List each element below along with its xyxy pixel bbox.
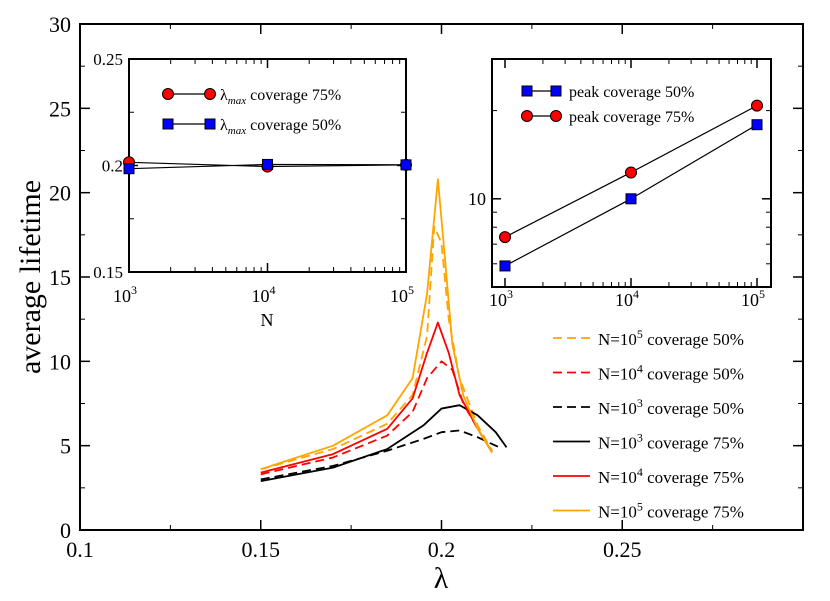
main-legend: N=105 coverage 50%N=104 coverage 50%N=10… — [553, 327, 744, 522]
main-legend-label-rest: coverage 75% — [643, 503, 744, 522]
inset-left-legend-sub: max — [228, 125, 246, 137]
main-legend-label-exp: 4 — [637, 465, 643, 479]
main-x-tick-label: 0.25 — [603, 537, 642, 562]
inset-right-x-tick-label: 103 — [489, 287, 513, 310]
inset-left-y-tick-label: 0.2 — [102, 157, 123, 176]
inset-left-y-tick-label: 0.15 — [93, 263, 123, 282]
inset-left-legend-marker — [162, 88, 174, 100]
main-legend-label-exp: 4 — [637, 362, 643, 376]
inset-right-x-tick-base: 10 — [489, 290, 507, 310]
inset-right-legend-marker — [521, 85, 533, 97]
main-y-tick-label: 10 — [49, 349, 71, 374]
main-legend-label-n3c50: N=103 coverage 50% — [598, 396, 744, 418]
inset-left-point-lam50 — [123, 163, 135, 175]
main-legend-label-exp: 3 — [637, 396, 643, 410]
inset-left-x-tick-label: 103 — [113, 283, 137, 306]
main-legend-label-base: N=10 — [598, 399, 637, 418]
inset-right-point-peak50 — [751, 119, 763, 131]
inset-left-legend-sub: max — [228, 95, 246, 107]
inset-left-x-tick-base: 10 — [113, 286, 131, 306]
inset-right-x-tick-exp: 5 — [759, 287, 765, 301]
inset-left-point-lam50 — [262, 158, 273, 170]
main-legend-label-base: N=10 — [598, 468, 637, 487]
inset-right-point-peak75 — [499, 231, 511, 244]
main-y-tick-label: 25 — [49, 96, 71, 121]
inset-left-x-tick-base: 10 — [252, 286, 270, 306]
main-legend-label-base: N=10 — [598, 365, 637, 384]
inset-right-x-tick-base: 10 — [741, 290, 759, 310]
main-x-tick-label: 0.15 — [242, 537, 281, 562]
inset-left-x-axis-label: N — [261, 310, 274, 330]
main-x-tick-label: 0.2 — [428, 537, 456, 562]
main-series-line-n4c75 — [260, 321, 493, 474]
inset-right-x-tick-exp: 4 — [633, 287, 639, 301]
inset-left-legend-marker — [204, 118, 216, 130]
main-legend-label-base: N=10 — [598, 503, 637, 522]
main-legend-label-rest: coverage 75% — [643, 434, 744, 453]
inset-left-x-tick-exp: 3 — [131, 283, 137, 297]
main-legend-label-n5c50: N=105 coverage 50% — [598, 327, 744, 349]
inset-left-x-tick-exp: 5 — [408, 283, 414, 297]
inset-right-legend-marker — [550, 110, 562, 122]
main-x-tick-label: 0.1 — [66, 537, 94, 562]
inset-right-legend-marker — [550, 85, 562, 97]
inset-left-legend-rest: coverage 75% — [246, 87, 341, 104]
main-y-axis-label: average lifetime — [14, 180, 47, 374]
inset-left-x-tick-exp: 4 — [270, 283, 276, 297]
inset-left-legend-marker — [204, 88, 216, 100]
inset-left-legend-sym: λ — [220, 87, 228, 104]
inset-right-point-peak50 — [625, 193, 637, 205]
main-y-tick-label: 30 — [49, 12, 71, 37]
main-legend-label-rest: coverage 50% — [643, 399, 744, 418]
main-legend-label-base: N=10 — [598, 434, 637, 453]
inset-right-y-tick-label: 10 — [468, 189, 486, 209]
main-y-tick-label: 15 — [49, 265, 71, 290]
inset-right-x-tick-label: 105 — [741, 287, 765, 310]
inset-right-point-peak50 — [499, 260, 511, 272]
inset-left-legend-label-lam50: λmax coverage 50% — [220, 117, 341, 137]
main-series-line-n5c75 — [260, 178, 493, 471]
main-x-axis-label: λ — [434, 562, 449, 595]
main-series-line-n3c50 — [260, 429, 500, 481]
main-y-tick-label: 20 — [49, 181, 71, 206]
main-legend-label-n3c75: N=103 coverage 75% — [598, 431, 744, 453]
inset-right-x-tick-base: 10 — [615, 290, 633, 310]
main-series-line-n3c75 — [260, 404, 508, 482]
main-legend-label-exp: 5 — [637, 327, 643, 341]
main-legend-label-n4c75: N=104 coverage 75% — [598, 465, 744, 487]
inset-right-legend-label-peak50: peak coverage 50% — [569, 84, 694, 101]
main-legend-label-n5c75: N=105 coverage 75% — [598, 500, 744, 522]
inset-left-legend-label-lam75: λmax coverage 75% — [220, 87, 341, 107]
inset-left-legend-marker — [162, 118, 174, 130]
main-series-line-n4c50 — [260, 360, 493, 476]
inset-left-point-lam50 — [400, 159, 412, 171]
inset-right-x-tick-exp: 3 — [507, 287, 513, 301]
main-legend-label-rest: coverage 50% — [643, 330, 744, 349]
main-y-tick-label: 0 — [60, 518, 71, 543]
inset-left-y-tick-label: 0.25 — [93, 50, 123, 69]
main-legend-label-rest: coverage 75% — [643, 468, 744, 487]
inset-left-x-tick-base: 10 — [390, 286, 408, 306]
inset-left-legend-sym: λ — [220, 117, 228, 134]
inset-right-legend-marker — [521, 110, 533, 122]
main-legend-label-base: N=10 — [598, 330, 637, 349]
inset-left-x-tick-label: 105 — [390, 283, 414, 306]
inset-left-legend-rest: coverage 50% — [246, 117, 341, 134]
main-legend-label-exp: 3 — [637, 431, 643, 445]
inset-right-point-peak75 — [625, 166, 637, 179]
main-y-tick-label: 5 — [60, 434, 71, 459]
main-legend-label-rest: coverage 50% — [643, 365, 744, 384]
main-legend-label-exp: 5 — [637, 500, 643, 514]
inset-right-legend-label-peak75: peak coverage 75% — [569, 109, 694, 126]
inset-right-point-peak75 — [751, 99, 763, 112]
inset-right-x-tick-label: 104 — [615, 287, 639, 310]
inset-left-x-tick-label: 104 — [252, 283, 276, 306]
main-legend-label-n4c50: N=104 coverage 50% — [598, 362, 744, 384]
